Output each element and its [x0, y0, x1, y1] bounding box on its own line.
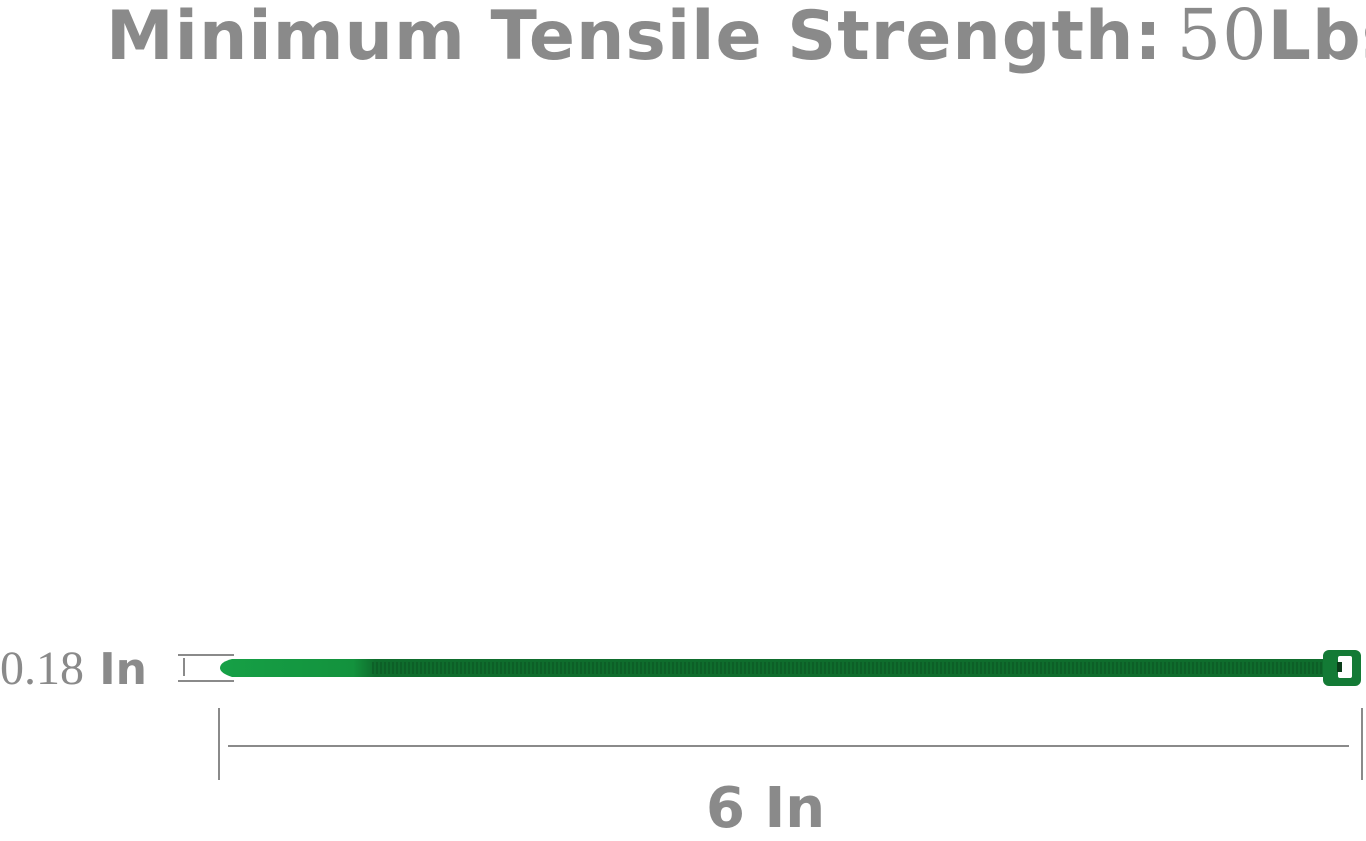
width-unit: In: [99, 644, 147, 695]
strength-unit: Lbs: [1267, 0, 1366, 76]
width-dimension-label: 0.18 In: [0, 640, 147, 696]
length-extension-right: [1361, 708, 1363, 780]
width-bracket-top: [178, 654, 234, 656]
width-bracket-bottom: [178, 680, 234, 682]
length-dimension-line: [228, 745, 1349, 747]
tensile-strength-heading: Minimum Tensile Strength:50Lbs: [106, 0, 1366, 76]
width-value: 0.18: [0, 642, 84, 695]
heading-label: Minimum Tensile Strength:: [106, 0, 1163, 76]
length-extension-left: [218, 708, 220, 780]
strength-value: 50: [1176, 0, 1268, 76]
length-dimension-label: 6 In: [706, 776, 826, 841]
width-bracket-tick: [183, 658, 185, 676]
